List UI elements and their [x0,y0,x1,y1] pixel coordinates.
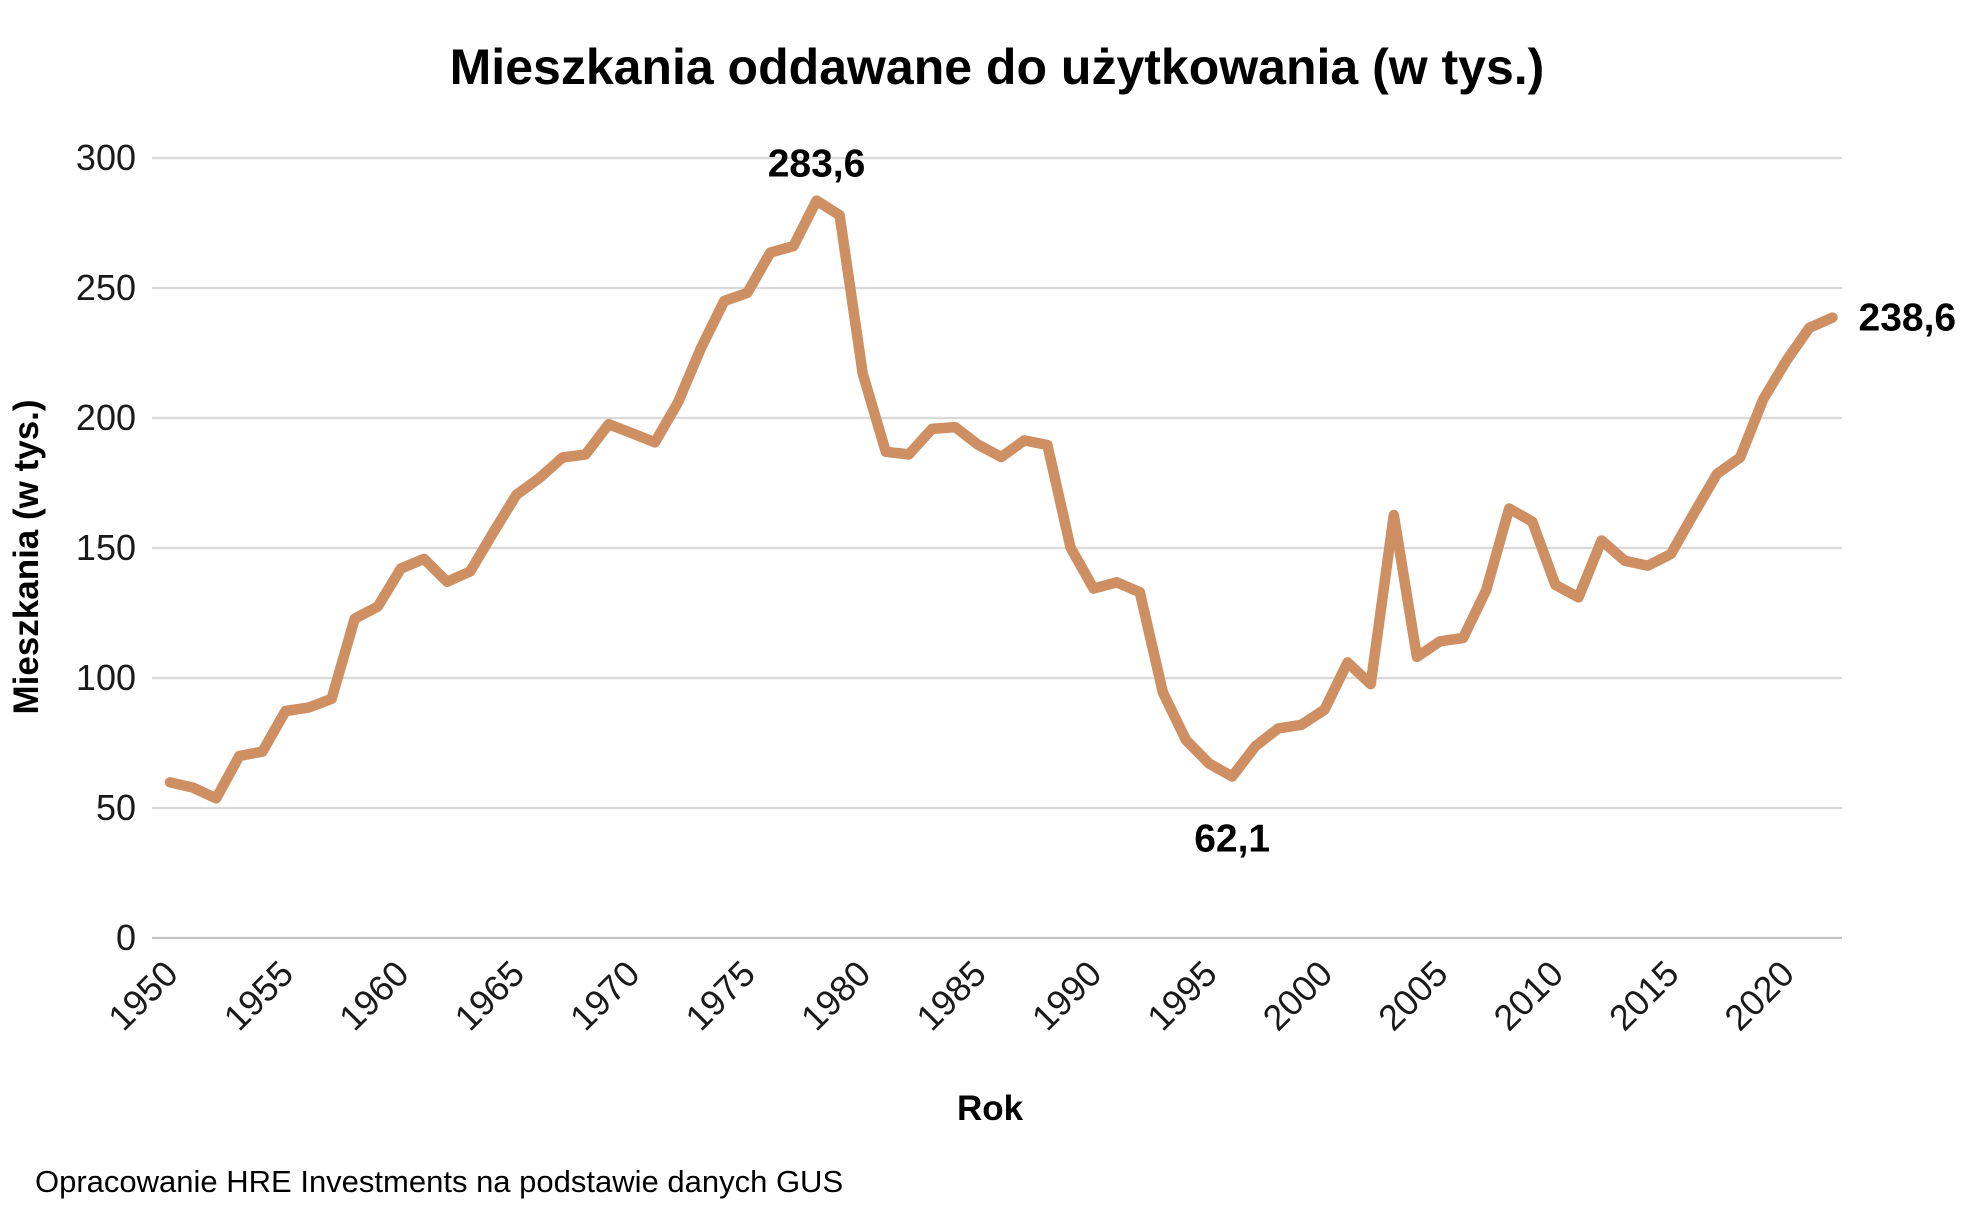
gridlines [152,156,1842,940]
x-tick-label: 1980 [793,953,879,1039]
y-axis-tick-labels: 0 50 100 150 200 250 300 [76,137,136,958]
y-tick-label: 50 [96,787,136,828]
x-tick-label: 2005 [1370,953,1456,1039]
x-tick-label: 1970 [562,953,648,1039]
x-tick-label: 1960 [331,953,417,1039]
data-label-1978: 283,6 [768,143,866,186]
y-tick-label: 100 [76,657,136,698]
x-tick-label: 2000 [1255,953,1341,1039]
data-label-2022: 238,6 [1859,297,1957,340]
x-tick-label: 1955 [215,953,301,1039]
x-tick-label: 1950 [100,953,186,1039]
y-axis-title: Mieszkania (w tys.) [7,399,46,714]
x-tick-label: 1985 [908,953,994,1039]
data-labels: 283,6 62,1 238,6 [768,143,1956,861]
y-tick-label: 150 [76,527,136,568]
x-tick-label: 2015 [1601,953,1687,1039]
y-tick-label: 200 [76,397,136,438]
y-tick-label: 0 [116,917,136,958]
series-line [164,195,1838,804]
x-tick-label: 1965 [446,953,532,1039]
chart-title: Mieszkania oddawane do użytkowania (w ty… [450,39,1545,95]
y-tick-label: 250 [76,267,136,308]
x-tick-label: 1975 [677,953,763,1039]
x-tick-label: 1995 [1139,953,1225,1039]
x-tick-label: 2020 [1716,953,1802,1039]
x-tick-label: 1990 [1024,953,1110,1039]
x-tick-label: 2010 [1485,953,1571,1039]
source-note: Opracowanie HRE Investments na podstawie… [35,1164,843,1199]
data-label-1996: 62,1 [1194,818,1270,861]
y-tick-label: 300 [76,137,136,178]
x-axis-title: Rok [957,1089,1024,1128]
x-axis-tick-labels: 1950 1955 1960 1965 1970 1975 1980 1985 1990 1995… [100,953,1802,1039]
